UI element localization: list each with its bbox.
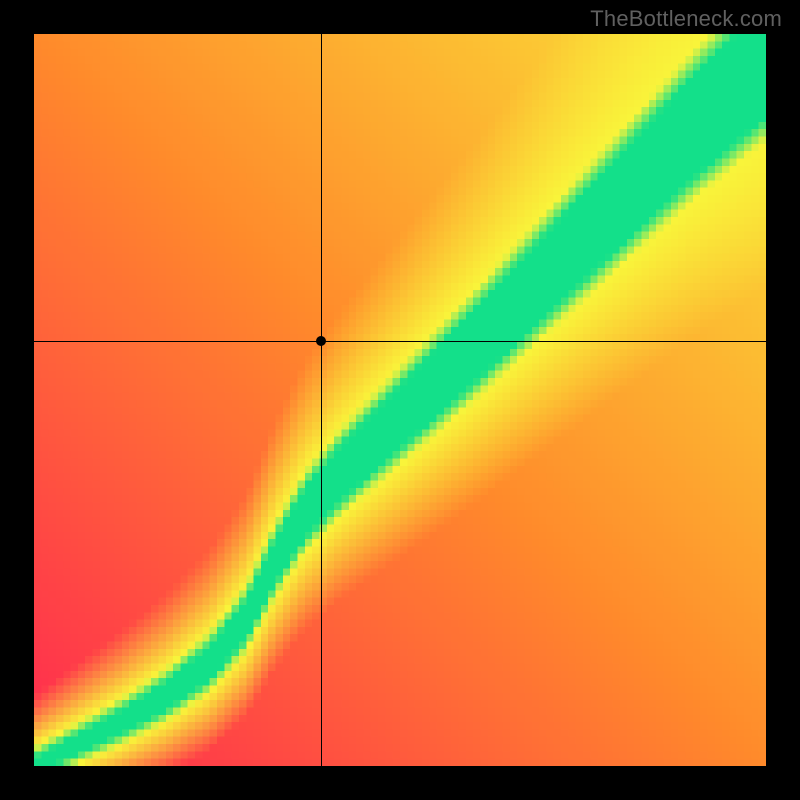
crosshair-horizontal (34, 341, 766, 342)
heatmap-plot (34, 34, 766, 766)
watermark-text: TheBottleneck.com (590, 6, 782, 32)
data-point-marker (316, 336, 326, 346)
crosshair-vertical (321, 34, 322, 766)
heatmap-canvas (34, 34, 766, 766)
